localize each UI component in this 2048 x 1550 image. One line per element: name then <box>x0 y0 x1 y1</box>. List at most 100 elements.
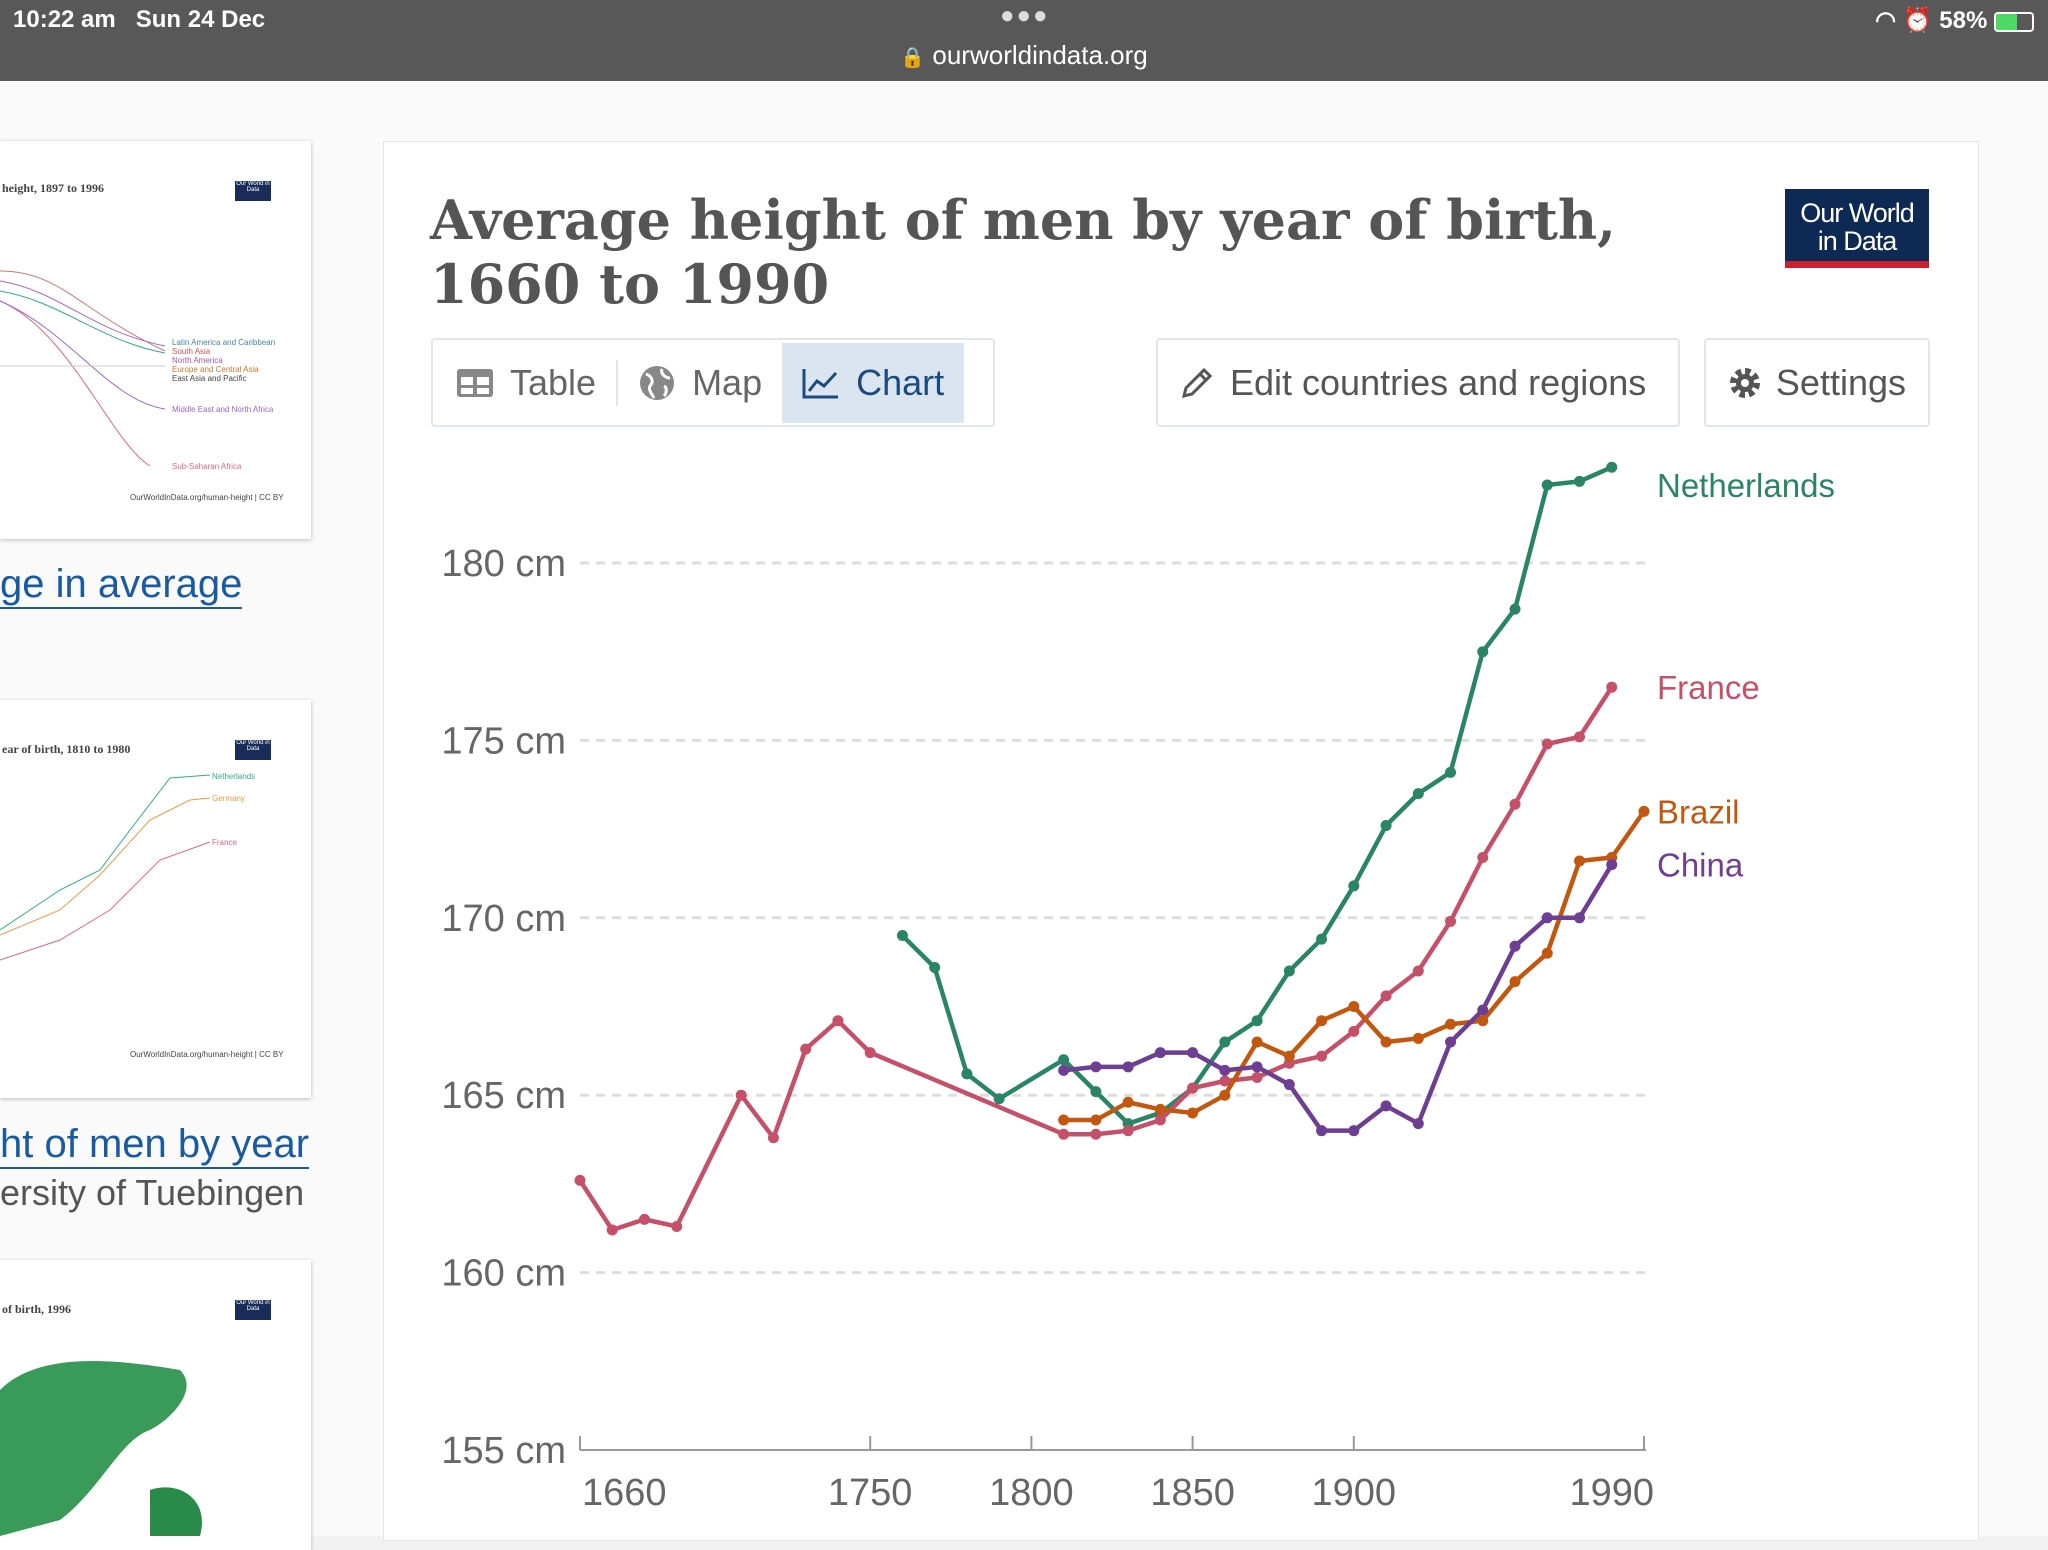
tab-table[interactable]: Table <box>436 343 616 423</box>
data-point-france <box>1316 1050 1328 1062</box>
data-point-netherlands <box>1606 461 1618 473</box>
related-article-source: ersity of Tuebingen <box>0 1172 305 1213</box>
world-map-icon <box>0 1361 202 1536</box>
owid-logo-small: Our World in Data <box>235 740 271 760</box>
data-point-france <box>1122 1125 1134 1137</box>
data-point-brazil <box>1477 1015 1489 1027</box>
data-point-france <box>1154 1114 1166 1126</box>
data-point-brazil <box>1316 1015 1328 1027</box>
data-point-france <box>1187 1082 1199 1094</box>
battery-icon <box>1994 11 2034 32</box>
thumbnail-legend-item: Netherlands <box>212 772 256 781</box>
thumbnail-legend-item: Sub-Saharan Africa <box>172 462 242 471</box>
data-point-france <box>1541 738 1553 750</box>
data-point-france <box>1574 731 1586 743</box>
data-point-france <box>606 1224 618 1236</box>
data-point-france <box>800 1043 812 1055</box>
thumbnail-source: OurWorldInData.org/human-height | CC BY <box>130 1050 284 1059</box>
x-tick-label: 1660 <box>582 1472 667 1514</box>
data-point-brazil <box>1348 1001 1360 1012</box>
data-point-china <box>1122 1061 1134 1073</box>
data-point-france <box>1412 965 1424 977</box>
thumbnail-chart <box>0 270 166 467</box>
gear-icon <box>1730 367 1760 398</box>
data-point-france <box>832 1015 844 1027</box>
related-article-link[interactable]: ge in average <box>0 562 243 609</box>
data-point-china <box>1187 1047 1199 1059</box>
data-point-brazil <box>1445 1018 1457 1030</box>
data-point-china <box>1154 1047 1166 1059</box>
data-point-china <box>1574 912 1586 924</box>
y-tick-label: 175 cm <box>441 720 566 762</box>
thumbnail-chart <box>0 774 211 961</box>
data-point-netherlands <box>1348 880 1360 892</box>
legend-label-france: France <box>1657 669 1760 706</box>
data-point-france <box>574 1174 586 1186</box>
data-point-brazil <box>1509 976 1521 988</box>
related-chart-thumbnail[interactable]: height, 1897 to 1996 Our World in Data L… <box>0 141 311 539</box>
data-point-netherlands <box>1412 788 1424 800</box>
data-point-france <box>638 1213 650 1225</box>
data-point-brazil <box>1058 1114 1070 1126</box>
x-tick-label: 1800 <box>989 1472 1074 1514</box>
data-point-netherlands <box>1316 933 1328 945</box>
data-point-france <box>1090 1128 1102 1140</box>
owid-logo[interactable]: Our World in Data <box>1785 189 1929 268</box>
alarm-icon: ⏰ <box>1902 7 1933 34</box>
data-point-brazil <box>1090 1114 1102 1126</box>
data-point-france <box>735 1089 747 1101</box>
data-point-china <box>1090 1061 1102 1073</box>
x-tick-label: 1990 <box>1569 1472 1654 1514</box>
related-map-thumbnail[interactable]: of birth, 1996 Our World in Data <box>0 1260 311 1550</box>
data-point-netherlands <box>1380 820 1392 832</box>
thumbnail-legend-item: Middle East and North Africa <box>172 405 274 414</box>
status-time: 10:22 am Sun 24 Dec <box>13 6 266 33</box>
table-icon <box>457 368 493 397</box>
data-point-brazil <box>1412 1032 1424 1044</box>
data-point-brazil <box>1638 805 1650 817</box>
related-chart-thumbnail[interactable]: ear of birth, 1810 to 1980 Our World in … <box>0 700 311 1098</box>
data-point-brazil <box>1380 1036 1392 1048</box>
data-point-netherlands <box>1219 1036 1231 1048</box>
wifi-icon: ◠ <box>1875 7 1897 34</box>
legend-label-netherlands: Netherlands <box>1657 467 1835 504</box>
thumbnail-legend-item: Germany <box>212 794 245 803</box>
y-tick-label: 155 cm <box>441 1430 566 1472</box>
data-point-china <box>1058 1064 1070 1076</box>
tab-map[interactable]: Map <box>618 343 782 423</box>
series-line-brazil <box>1063 810 1646 1123</box>
data-point-china <box>1477 1004 1489 1016</box>
y-tick-label: 160 cm <box>441 1253 566 1295</box>
x-tick-label: 1900 <box>1312 1472 1397 1514</box>
status-icons: ◠ ⏰ 58% <box>1875 6 2034 35</box>
data-point-china <box>1445 1036 1457 1048</box>
page-title: Average height of men by year of birth, … <box>430 188 1616 316</box>
y-tick-label: 180 cm <box>441 543 566 585</box>
tab-chart[interactable]: Chart <box>782 342 965 423</box>
data-point-china <box>1251 1061 1263 1073</box>
data-point-china <box>1219 1064 1231 1076</box>
data-point-brazil <box>1574 855 1586 867</box>
related-article-link[interactable]: ht of men by year <box>0 1122 310 1169</box>
data-point-china <box>1541 912 1553 924</box>
thumbnail-source: OurWorldInData.org/human-height | CC BY <box>130 493 284 502</box>
data-point-netherlands <box>896 930 908 942</box>
data-point-france <box>1058 1128 1070 1140</box>
data-point-france <box>1477 851 1489 863</box>
edit-countries-button[interactable]: Edit countries and regions <box>1156 338 1680 427</box>
data-point-france <box>1251 1071 1263 1083</box>
data-point-netherlands <box>1251 1015 1263 1027</box>
series-line-china <box>1063 863 1614 1133</box>
more-dots-icon[interactable]: ●●● <box>1000 2 1050 29</box>
data-point-china <box>1316 1125 1328 1137</box>
data-point-brazil <box>1541 947 1553 959</box>
data-point-china <box>1412 1118 1424 1130</box>
settings-button[interactable]: Settings <box>1704 338 1930 427</box>
globe-icon <box>640 365 675 400</box>
data-point-france <box>1606 681 1618 693</box>
data-point-china <box>1606 859 1618 871</box>
address-bar[interactable]: 🔒 ourworldindata.org <box>900 40 1148 70</box>
data-point-netherlands <box>1445 766 1457 778</box>
lock-icon: 🔒 <box>900 47 926 69</box>
